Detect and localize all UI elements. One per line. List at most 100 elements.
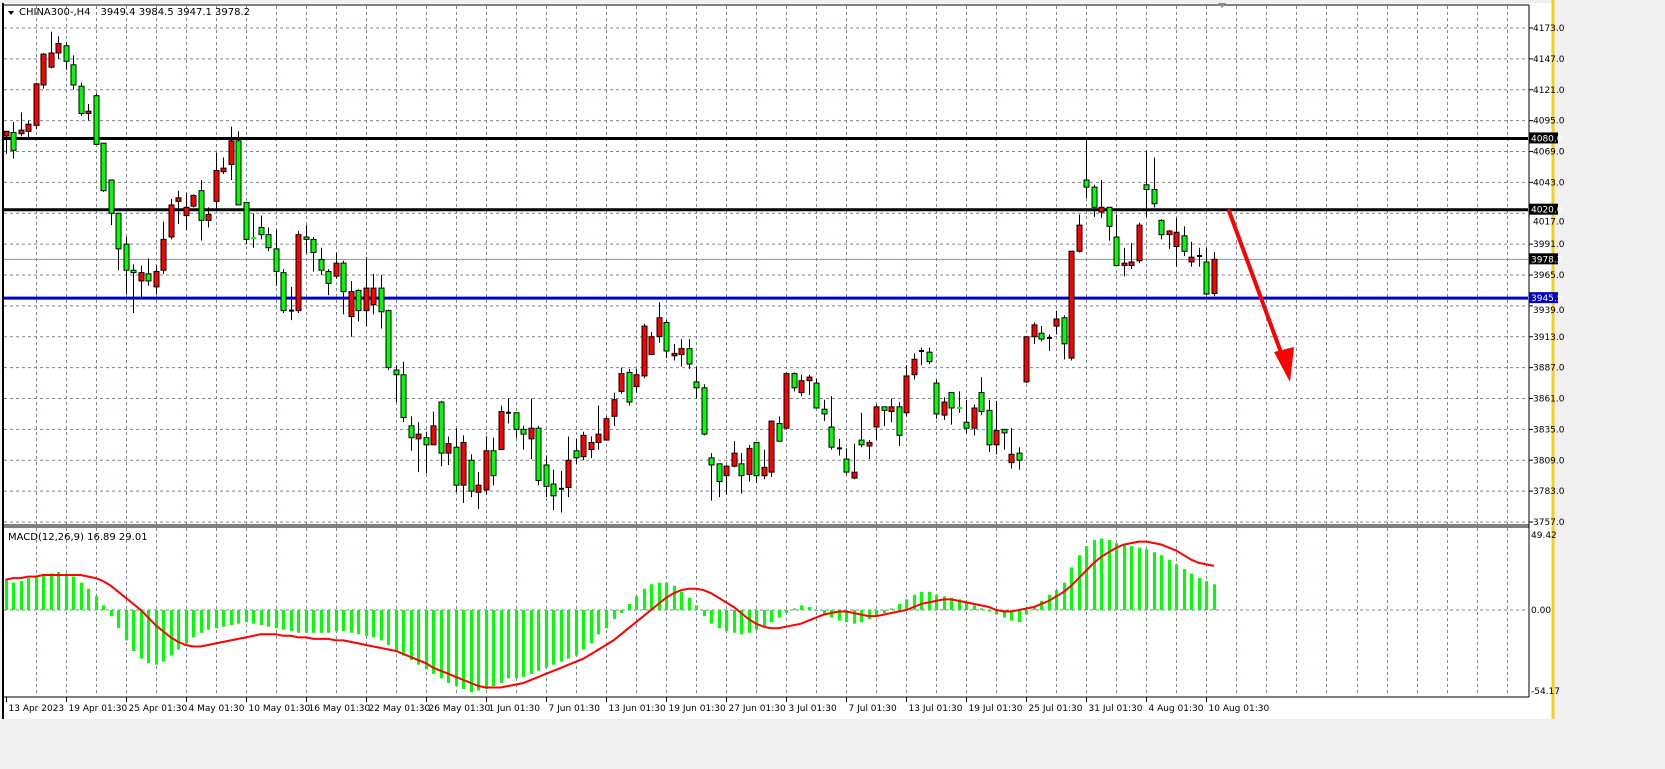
candle (325, 269, 332, 296)
candle-body (423, 437, 430, 446)
candle (1181, 226, 1188, 256)
macd-histogram-bar (628, 603, 631, 610)
down-arrow-annotation[interactable] (1227, 208, 1294, 382)
macd-histogram-bar (132, 610, 135, 652)
chart-shift-marker-icon[interactable] (1218, 3, 1226, 8)
macd-histogram-bar (380, 610, 383, 641)
candle-body (303, 236, 310, 240)
macd-histogram-bar (260, 610, 263, 626)
candle (896, 402, 903, 446)
candle-body (678, 348, 685, 356)
candle (130, 264, 137, 313)
candle-body (175, 197, 182, 202)
time-tick-label: 25 Jul 01:30 (1029, 704, 1083, 714)
macd-histogram-bar (943, 596, 946, 610)
candle (385, 309, 392, 370)
macd-scale-label: -54.17 (1531, 687, 1560, 697)
candle (821, 399, 828, 422)
macd-histogram-bar (860, 610, 863, 623)
candle-body (881, 406, 888, 411)
price-tick-label: 4043.0 (1533, 178, 1565, 188)
candle-body (873, 406, 880, 428)
macd-histogram-bar (838, 610, 841, 621)
macd-histogram-bar (297, 610, 300, 633)
candle-body (1023, 336, 1030, 383)
candle-body (1113, 236, 1120, 266)
macd-histogram-bar (327, 610, 330, 633)
price-tick-label: 3991.0 (1533, 240, 1565, 250)
candle-body (40, 53, 47, 86)
candle (948, 392, 955, 425)
macd-histogram-bar (815, 610, 818, 611)
candle-body (821, 408, 828, 415)
time-tick-label: 16 May 01:30 (309, 704, 371, 714)
candle-body (513, 412, 520, 430)
candle-body (1031, 324, 1038, 338)
candle (580, 431, 587, 461)
macd-histogram-bar (417, 610, 420, 665)
level-label: 4080.0 (1531, 134, 1563, 144)
macd-histogram-bar (177, 610, 180, 650)
candle-body (85, 110, 92, 114)
price-tick-label: 4121.0 (1533, 86, 1565, 96)
candle (123, 237, 130, 294)
candle (837, 438, 842, 456)
macd-histogram-bar (215, 610, 218, 629)
candle-body (1128, 261, 1135, 266)
candle-body (33, 83, 40, 126)
macd-histogram-bar (267, 610, 270, 627)
candle (1031, 322, 1038, 344)
macd-histogram-bar (185, 610, 188, 644)
candle (873, 404, 880, 441)
macd-histogram-bar (898, 603, 901, 610)
candle (783, 372, 790, 430)
candle (289, 286, 294, 321)
candle (378, 275, 385, 329)
candle (926, 347, 933, 365)
macd-histogram-bar (1055, 590, 1058, 610)
candle-body (363, 287, 370, 312)
candle (1001, 428, 1008, 450)
candle-body (1188, 256, 1195, 263)
price-tick-label: 3887.0 (1533, 364, 1565, 374)
candle-body (1166, 230, 1173, 236)
macd-histogram-bar (575, 610, 578, 656)
macd-histogram-bar (1010, 610, 1013, 621)
candle (85, 104, 92, 121)
candle (145, 258, 152, 286)
macd-scale-label: 0.00 (1531, 606, 1551, 616)
macd-histogram-bar (950, 597, 953, 610)
candle (656, 302, 663, 343)
candle (843, 448, 850, 475)
candle (1173, 218, 1180, 267)
collapse-triangle-icon[interactable] (8, 11, 14, 15)
candle (10, 121, 17, 159)
macd-histogram-bar (522, 610, 525, 677)
macd-histogram-bar (890, 608, 893, 610)
macd-histogram-bar (342, 610, 345, 632)
macd-scale-label: 49.42 (1531, 531, 1557, 541)
candle (761, 449, 768, 480)
candle-body (648, 336, 655, 356)
macd-histogram-bar (703, 610, 706, 617)
candle-body (48, 52, 55, 68)
macd-histogram-bar (1033, 606, 1036, 610)
macd-histogram-bar (1070, 567, 1073, 610)
macd-histogram-bar (455, 610, 458, 686)
candle (453, 428, 460, 493)
macd-histogram-bar (995, 610, 998, 615)
candle (243, 202, 250, 245)
candle (588, 436, 595, 458)
candle (1098, 180, 1105, 218)
macd-histogram-bar (350, 610, 353, 633)
candle (993, 400, 1000, 455)
macd-histogram-bar (1160, 555, 1163, 610)
macd-histogram-bar (147, 610, 150, 664)
macd-histogram-bar (1108, 540, 1111, 610)
macd-histogram-bar (755, 610, 758, 630)
candle-body (1151, 189, 1158, 205)
time-tick-label: 3 Jul 01:30 (789, 704, 838, 714)
candle-body (340, 262, 347, 293)
candle-body (393, 369, 400, 376)
